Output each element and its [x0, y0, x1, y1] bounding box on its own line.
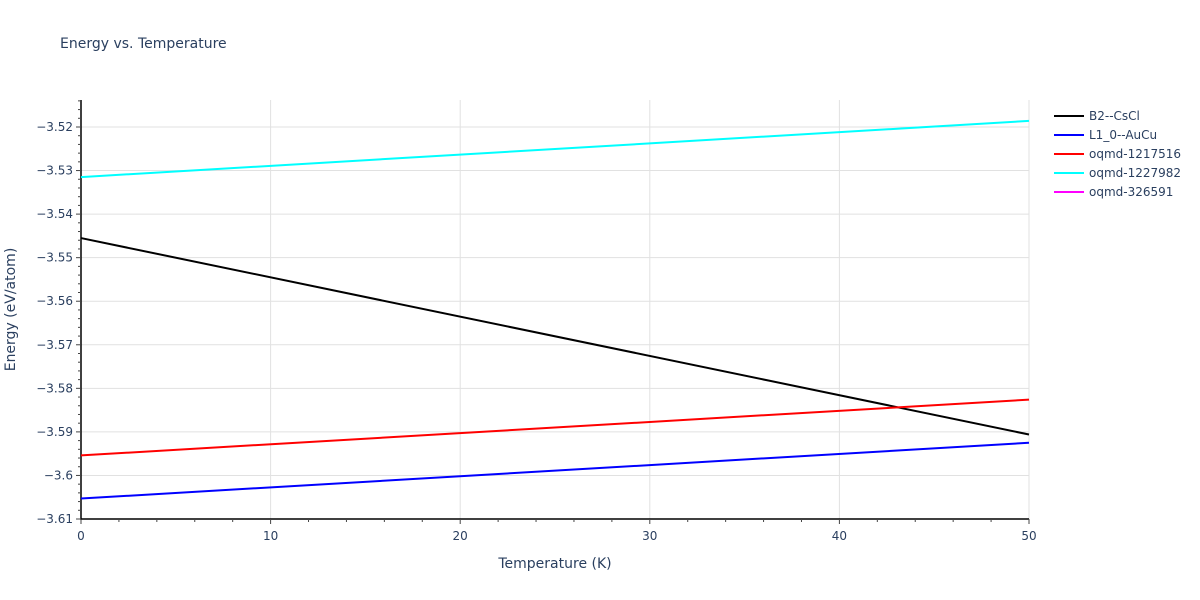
legend-swatch-icon [1054, 152, 1084, 155]
series-lines [80, 119, 1030, 500]
svg-text:−3.59: −3.59 [36, 425, 73, 439]
svg-text:−3.53: −3.53 [36, 164, 73, 178]
series-line-oqmd-1217516[interactable] [80, 398, 1030, 457]
legend-swatch-icon [1054, 171, 1084, 174]
svg-text:50: 50 [1021, 529, 1036, 543]
svg-text:−3.54: −3.54 [36, 207, 73, 221]
svg-text:−3.56: −3.56 [36, 294, 73, 308]
x-tick-labels: 0 10 20 30 40 50 [77, 529, 1036, 543]
x-axis-title: Temperature (K) [497, 556, 611, 572]
series-line-oqmd-1227982[interactable] [80, 119, 1030, 179]
gridlines [81, 100, 1030, 519]
legend: B2--CsCl L1_0--AuCu oqmd-1217516 oqmd-12279… [1054, 106, 1181, 201]
legend-label: L1_0--AuCu [1089, 127, 1158, 142]
legend-swatch-icon [1054, 190, 1084, 193]
legend-item[interactable]: L1_0--AuCu [1054, 125, 1181, 144]
svg-text:−3.52: −3.52 [36, 120, 73, 134]
legend-label: oqmd-1227982 [1089, 165, 1182, 180]
legend-swatch-icon [1054, 133, 1084, 136]
legend-label: oqmd-1217516 [1089, 146, 1182, 161]
legend-item[interactable]: oqmd-1227982 [1054, 163, 1181, 182]
legend-item[interactable]: oqmd-1217516 [1054, 144, 1181, 163]
svg-text:20: 20 [453, 529, 468, 543]
legend-item[interactable]: B2--CsCl [1054, 106, 1181, 125]
legend-label: B2--CsCl [1089, 108, 1140, 123]
series-line-L1_0--AuCu[interactable] [80, 441, 1030, 500]
chart-title: Energy vs. Temperature [60, 36, 227, 52]
legend-swatch-icon [1054, 114, 1084, 117]
y-tick-labels: −3.52 −3.53 −3.54 −3.55 −3.56 −3.57 −3.58 −3.59… [36, 120, 73, 526]
svg-text:−3.61: −3.61 [36, 512, 73, 526]
legend-label: oqmd-326591 [1089, 184, 1174, 199]
svg-text:−3.55: −3.55 [36, 251, 73, 265]
svg-text:10: 10 [263, 529, 278, 543]
svg-text:−3.57: −3.57 [36, 338, 73, 352]
svg-text:−3.6: −3.6 [44, 468, 73, 482]
y-axis-title: Energy (eV/atom) [3, 248, 19, 372]
legend-item[interactable]: oqmd-326591 [1054, 182, 1181, 201]
axes [76, 100, 1030, 524]
svg-text:−3.58: −3.58 [36, 381, 73, 395]
svg-text:40: 40 [832, 529, 847, 543]
svg-text:30: 30 [642, 529, 657, 543]
series-line-B2--CsCl[interactable] [80, 237, 1030, 436]
svg-text:0: 0 [77, 529, 85, 543]
